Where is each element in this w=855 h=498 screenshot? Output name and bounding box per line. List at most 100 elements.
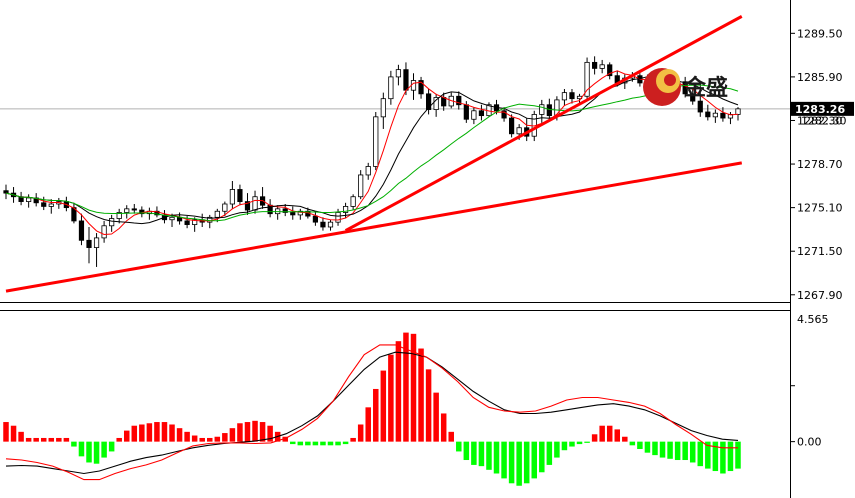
candle-body	[101, 225, 107, 239]
candle	[290, 206, 296, 220]
candle-body	[478, 110, 485, 117]
watermark-logo: 金盛	[643, 68, 728, 106]
histogram-bar	[456, 441, 462, 452]
histogram-bar	[184, 431, 190, 442]
histogram-bar	[10, 425, 17, 442]
candle-body	[320, 221, 326, 228]
candle-body	[116, 212, 122, 219]
candle-body	[456, 95, 462, 106]
histogram-bar	[606, 425, 613, 442]
signal-line	[5, 344, 738, 481]
candle-body	[222, 203, 228, 212]
candle-body	[735, 108, 741, 115]
histogram-bar	[131, 425, 138, 442]
histogram-bar	[667, 441, 673, 459]
histogram-bar	[290, 441, 296, 445]
candle	[599, 59, 605, 74]
moving-average-20	[5, 84, 739, 222]
candle	[101, 220, 107, 243]
trendline-1	[5, 161, 743, 293]
candle	[561, 89, 568, 106]
histogram-bar	[705, 441, 711, 469]
histogram-bar	[267, 425, 273, 442]
histogram-bar	[727, 441, 734, 472]
candle	[297, 208, 303, 220]
candle-body	[312, 215, 319, 223]
histogram-bar	[689, 441, 696, 463]
histogram-bar	[720, 441, 726, 474]
candle	[93, 233, 100, 267]
histogram-bar	[78, 441, 85, 457]
candle-body	[365, 166, 371, 176]
candle	[592, 56, 598, 75]
histogram-bar	[312, 441, 319, 446]
histogram-bar	[116, 437, 122, 442]
histogram-bar	[222, 433, 228, 442]
histogram-bar	[554, 441, 560, 458]
candle	[78, 213, 85, 246]
indicator-tick-label: 4.565	[797, 313, 829, 326]
histogram-bar	[327, 441, 334, 446]
candle	[244, 193, 251, 215]
histogram-bar	[199, 437, 205, 442]
histogram-bar	[440, 413, 447, 442]
candle-body	[282, 208, 288, 213]
histogram-bar	[591, 434, 598, 442]
candle	[388, 70, 394, 105]
histogram-bar	[523, 441, 530, 484]
candle-body	[26, 197, 32, 202]
candle-body	[501, 110, 507, 119]
candle-body	[244, 201, 251, 211]
candle-body	[561, 92, 568, 101]
candle	[41, 196, 47, 211]
candle-body	[712, 112, 718, 118]
candle	[509, 114, 515, 138]
histogram-bar	[108, 441, 115, 452]
histogram-bar	[229, 428, 236, 442]
logo-core-circle	[664, 74, 676, 86]
histogram-bar	[712, 441, 719, 472]
candle	[365, 162, 371, 180]
candle-body	[471, 110, 477, 120]
candle	[720, 107, 726, 122]
histogram-bar	[561, 441, 568, 451]
candle-body	[592, 61, 598, 69]
candle	[312, 212, 319, 226]
histogram-bar	[93, 441, 100, 464]
candle-body	[237, 189, 243, 202]
histogram-bar	[531, 441, 537, 479]
histogram-bar	[418, 348, 424, 442]
macd-line	[5, 351, 739, 475]
histogram-bar	[599, 425, 605, 442]
candle-body	[184, 220, 190, 225]
price-tick-label: 1285.90	[797, 71, 843, 84]
histogram-bar	[18, 431, 24, 442]
candle	[124, 205, 130, 219]
candle	[116, 208, 122, 224]
candle-body	[720, 112, 726, 119]
candle	[682, 76, 688, 98]
candle-body	[335, 212, 341, 223]
histogram-bar	[40, 437, 47, 442]
candle	[501, 107, 507, 122]
candle-body	[207, 216, 213, 223]
histogram-bar	[501, 441, 507, 479]
trendline-2	[344, 15, 743, 232]
histogram-bar	[644, 441, 651, 453]
candle	[486, 102, 492, 117]
histogram-bar	[252, 420, 258, 442]
histogram-bar	[342, 441, 349, 445]
histogram-bar	[350, 437, 356, 442]
histogram-bar	[493, 441, 500, 474]
candle	[539, 99, 545, 123]
price-tick-label: 1282.30	[797, 114, 843, 127]
histogram-bar	[33, 437, 39, 442]
watermark-text: 金盛	[683, 75, 728, 101]
histogram-bar	[357, 424, 364, 442]
candle	[131, 204, 137, 214]
candle-body	[252, 196, 258, 211]
candle	[229, 181, 235, 209]
candle	[350, 194, 356, 211]
candle	[207, 214, 213, 229]
histogram-bar	[659, 441, 666, 458]
